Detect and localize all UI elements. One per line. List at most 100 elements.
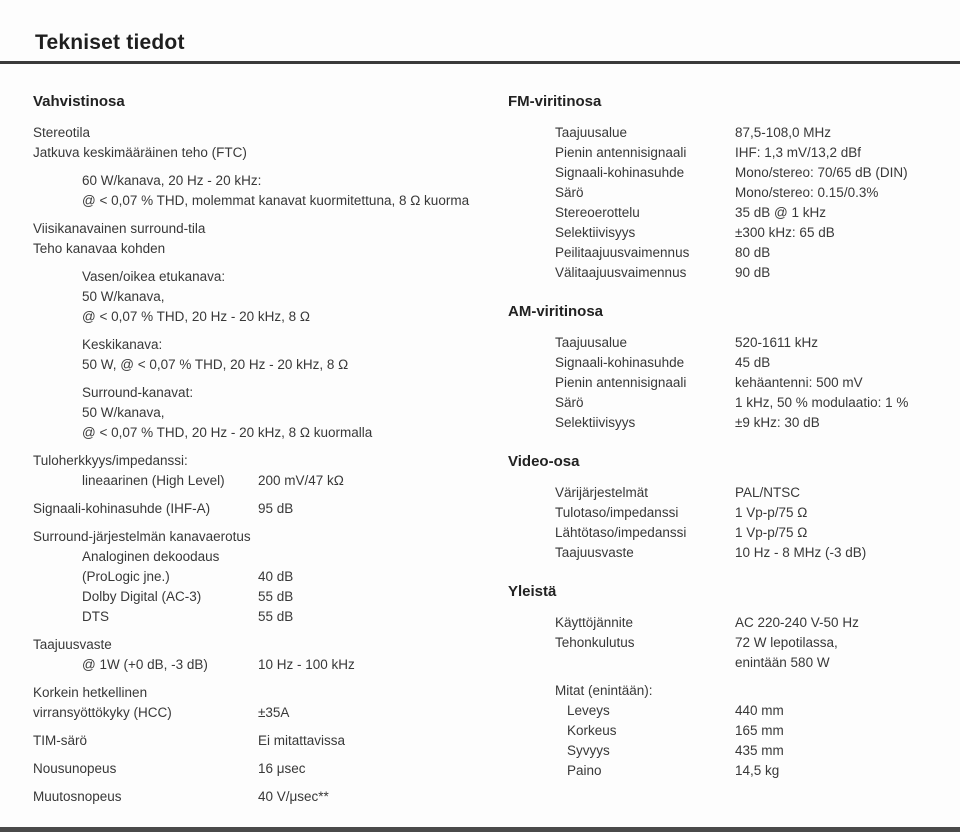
spec-label: Syvyys [567, 743, 610, 758]
spec-row: Taajuusvaste 10 Hz - 8 MHz (-3 dB) [508, 543, 960, 563]
spec-label: Pienin antennisignaali [555, 145, 687, 160]
spec-row: Analoginen dekoodaus [33, 547, 508, 567]
spec-label: @ < 0,07 % THD, molemmat kanavat kuormit… [82, 193, 470, 208]
spec-group: 60 W/kanava, 20 Hz - 20 kHz: @ < 0,07 % T… [33, 171, 508, 211]
spec-value: 10 Hz - 100 kHz [258, 657, 355, 672]
spec-row: Keskikanava: [33, 335, 508, 355]
spec-value: ±35A [258, 705, 290, 720]
spec-label: Vasen/oikea etukanava: [82, 269, 226, 284]
page-title: Tekniset tiedot [35, 31, 185, 54]
spec-group: Keskikanava: 50 W, @ < 0,07 % THD, 20 Hz … [33, 335, 508, 375]
left-column: Vahvistinosa Stereotila Jatkuva keskimäär… [33, 93, 508, 807]
spec-row: Signaali-kohinasuhde Mono/stereo: 70/65 d… [508, 163, 960, 183]
spec-row: Tulotaso/impedanssi 1 Vp-p/75 Ω [508, 503, 960, 523]
spec-value: enintään 580 W [735, 655, 830, 670]
section-vahvistinosa: Vahvistinosa Stereotila Jatkuva keskimäär… [33, 93, 508, 807]
spec-row: Leveys 440 mm [508, 701, 960, 721]
spec-label: Taajuusvaste [555, 545, 634, 560]
spec-group: Taajuusalue 87,5-108,0 MHz Pienin antennis… [508, 123, 960, 283]
spec-label: Selektiivisyys [555, 225, 636, 240]
spec-value: 55 dB [258, 589, 294, 604]
spec-label: Signaali-kohinasuhde (IHF-A) [33, 501, 211, 516]
spec-row: Signaali-kohinasuhde (IHF-A) 95 dB [33, 499, 508, 519]
spec-value: 95 dB [258, 501, 294, 516]
spec-label: Tuloherkkyys/impedanssi: [33, 453, 188, 468]
section-rows: Taajuusalue 87,5-108,0 MHz Pienin antennis… [508, 123, 960, 283]
spec-row: Korkeus 165 mm [508, 721, 960, 741]
spec-group: TIM-särö Ei mitattavissa [33, 731, 508, 751]
spec-label: Keskikanava: [82, 337, 163, 352]
spec-label: Muutosnopeus [33, 789, 122, 804]
spec-label: Signaali-kohinasuhde [555, 165, 685, 180]
spec-row: virransyöttökyky (HCC) ±35A [33, 703, 508, 723]
spec-value: Mono/stereo: 70/65 dB (DIN) [735, 165, 908, 180]
spec-label: Paino [567, 763, 602, 778]
spec-value: 165 mm [735, 723, 784, 738]
spec-row: DTS 55 dB [33, 607, 508, 627]
spec-row: @ 1W (+0 dB, -3 dB) 10 Hz - 100 kHz [33, 655, 508, 675]
spec-value: 1 kHz, 50 % modulaatio: 1 % [735, 395, 909, 410]
spec-label: Surround-järjestelmän kanavaerotus [33, 529, 251, 544]
spec-group: Käyttöjännite AC 220-240 V-50 Hz Tehonkulu… [508, 613, 960, 673]
spec-label: Taajuusalue [555, 335, 628, 350]
spec-row: 50 W/kanava, [33, 287, 508, 307]
spec-value: 35 dB @ 1 kHz [735, 205, 826, 220]
spec-group: Surround-kanavat: 50 W/kanava, @ < 0,07 % … [33, 383, 508, 443]
section-yleista: Yleistä Käyttöjännite AC 220-240 V-50 Hz T… [508, 583, 960, 781]
section-heading: Video-osa [508, 453, 580, 470]
spec-label: Analoginen dekoodaus [82, 549, 220, 564]
spec-row: Signaali-kohinasuhde 45 dB [508, 353, 960, 373]
spec-value: AC 220-240 V-50 Hz [735, 615, 859, 630]
spec-value: 90 dB [735, 265, 771, 280]
spec-value: Mono/stereo: 0.15/0.3% [735, 185, 879, 200]
spec-group: Värijärjestelmät PAL/NTSC Tulotaso/impedan… [508, 483, 960, 563]
spec-value: 435 mm [735, 743, 784, 758]
spec-row: Paino 14,5 kg [508, 761, 960, 781]
spec-value: 520-1611 kHz [735, 335, 819, 350]
spec-label: Stereoerottelu [555, 205, 640, 220]
spec-value: 80 dB [735, 245, 771, 260]
spec-row: @ < 0,07 % THD, 20 Hz - 20 kHz, 8 Ω [33, 307, 508, 327]
spec-label: Nousunopeus [33, 761, 117, 776]
spec-label: Käyttöjännite [555, 615, 634, 630]
section-am-viritinosa: AM-viritinosa Taajuusalue 520-1611 kHz Sig… [508, 303, 960, 433]
spec-label: 50 W/kanava, [82, 405, 165, 420]
section-fm-viritinosa: FM-viritinosa Taajuusalue 87,5-108,0 MHz P… [508, 93, 960, 283]
spec-group: Nousunopeus 16 μsec [33, 759, 508, 779]
spec-group: Muutosnopeus 40 V/μsec** [33, 787, 508, 807]
spec-row: @ < 0,07 % THD, 20 Hz - 20 kHz, 8 Ω kuor… [33, 423, 508, 443]
spec-row: Taajuusalue 87,5-108,0 MHz [508, 123, 960, 143]
spec-group: Viisikanavainen surround-tila Teho kanava… [33, 219, 508, 259]
spec-label: Taajuusvaste [33, 637, 112, 652]
spec-label: @ 1W (+0 dB, -3 dB) [82, 657, 208, 672]
spec-label: TIM-särö [33, 733, 87, 748]
spec-value: 40 dB [258, 569, 294, 584]
spec-label: Viisikanavainen surround-tila [33, 221, 206, 236]
spec-row: Stereotila [33, 123, 508, 143]
spec-label: Jatkuva keskimääräinen teho (FTC) [33, 145, 247, 160]
spec-label: Leveys [567, 703, 610, 718]
spec-value: 200 mV/47 kΩ [258, 473, 344, 488]
spec-row: Teho kanavaa kohden [33, 239, 508, 259]
spec-value: 45 dB [735, 355, 771, 370]
header-rule [0, 61, 960, 64]
spec-label: @ < 0,07 % THD, 20 Hz - 20 kHz, 8 Ω kuor… [82, 425, 373, 440]
spec-row: Tehonkulutus 72 W lepotilassa, [508, 633, 960, 653]
spec-value: IHF: 1,3 mV/13,2 dBf [735, 145, 862, 160]
section-video-osa: Video-osa Värijärjestelmät PAL/NTSC Tulota… [508, 453, 960, 563]
section-heading: Vahvistinosa [33, 93, 125, 110]
spec-row: Taajuusvaste [33, 635, 508, 655]
spec-row: Surround-järjestelmän kanavaerotus [33, 527, 508, 547]
spec-label: 50 W/kanava, [82, 289, 165, 304]
spec-label: Värijärjestelmät [555, 485, 649, 500]
spec-label: lineaarinen (High Level) [82, 473, 225, 488]
spec-label: (ProLogic jne.) [82, 569, 170, 584]
spec-value: ±9 kHz: 30 dB [735, 415, 820, 430]
spec-label: Selektiivisyys [555, 415, 636, 430]
spec-row: Värijärjestelmät PAL/NTSC [508, 483, 960, 503]
spec-row: Syvyys 435 mm [508, 741, 960, 761]
section-rows: Stereotila Jatkuva keskimääräinen teho (F… [33, 123, 508, 807]
spec-value: 72 W lepotilassa, [735, 635, 838, 650]
spec-label: Peilitaajuusvaimennus [555, 245, 690, 260]
spec-value: 14,5 kg [735, 763, 780, 778]
